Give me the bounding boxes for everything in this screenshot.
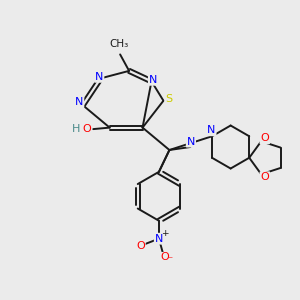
Text: N: N bbox=[155, 234, 163, 244]
Text: N: N bbox=[149, 75, 157, 85]
Text: N: N bbox=[207, 125, 216, 135]
Text: ⁻: ⁻ bbox=[167, 256, 172, 266]
Text: O: O bbox=[82, 124, 91, 134]
Text: O: O bbox=[260, 172, 269, 182]
Text: O: O bbox=[136, 241, 145, 251]
Text: +: + bbox=[160, 229, 168, 238]
Text: O: O bbox=[260, 133, 269, 143]
Text: N: N bbox=[95, 72, 103, 82]
Text: H: H bbox=[72, 124, 80, 134]
Text: N: N bbox=[75, 97, 83, 107]
Text: CH₃: CH₃ bbox=[109, 39, 128, 49]
Text: S: S bbox=[165, 94, 172, 104]
Text: O: O bbox=[160, 253, 169, 262]
Text: N: N bbox=[187, 136, 195, 147]
